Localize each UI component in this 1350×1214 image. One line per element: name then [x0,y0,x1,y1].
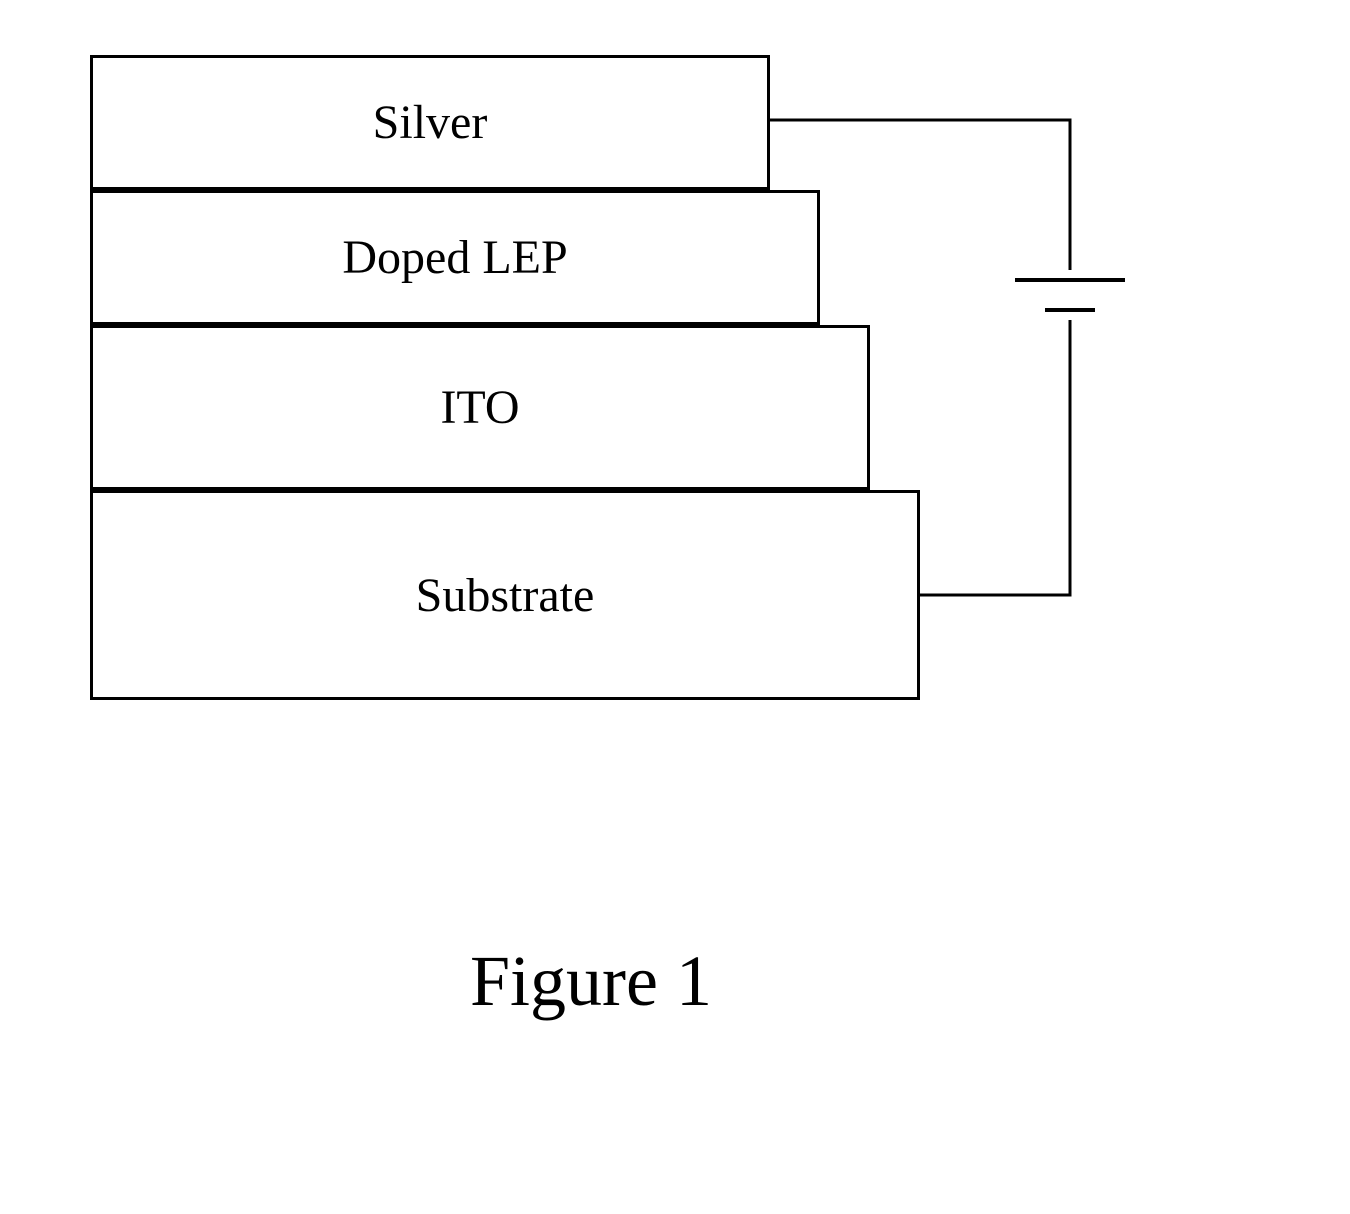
layer-silver: Silver [90,55,770,190]
layer-ito: ITO [90,325,870,490]
layer-doped-lep-label: Doped LEP [342,230,567,285]
layer-doped-lep: Doped LEP [90,190,820,325]
figure-caption: Figure 1 [470,940,712,1023]
layer-silver-label: Silver [373,95,488,150]
wire-bottom [920,320,1070,595]
layer-substrate-label: Substrate [416,568,595,623]
layer-ito-label: ITO [440,380,519,435]
diagram-canvas: Silver Doped LEP ITO Substrate Figure 1 [0,0,1350,1214]
layer-substrate: Substrate [90,490,920,700]
